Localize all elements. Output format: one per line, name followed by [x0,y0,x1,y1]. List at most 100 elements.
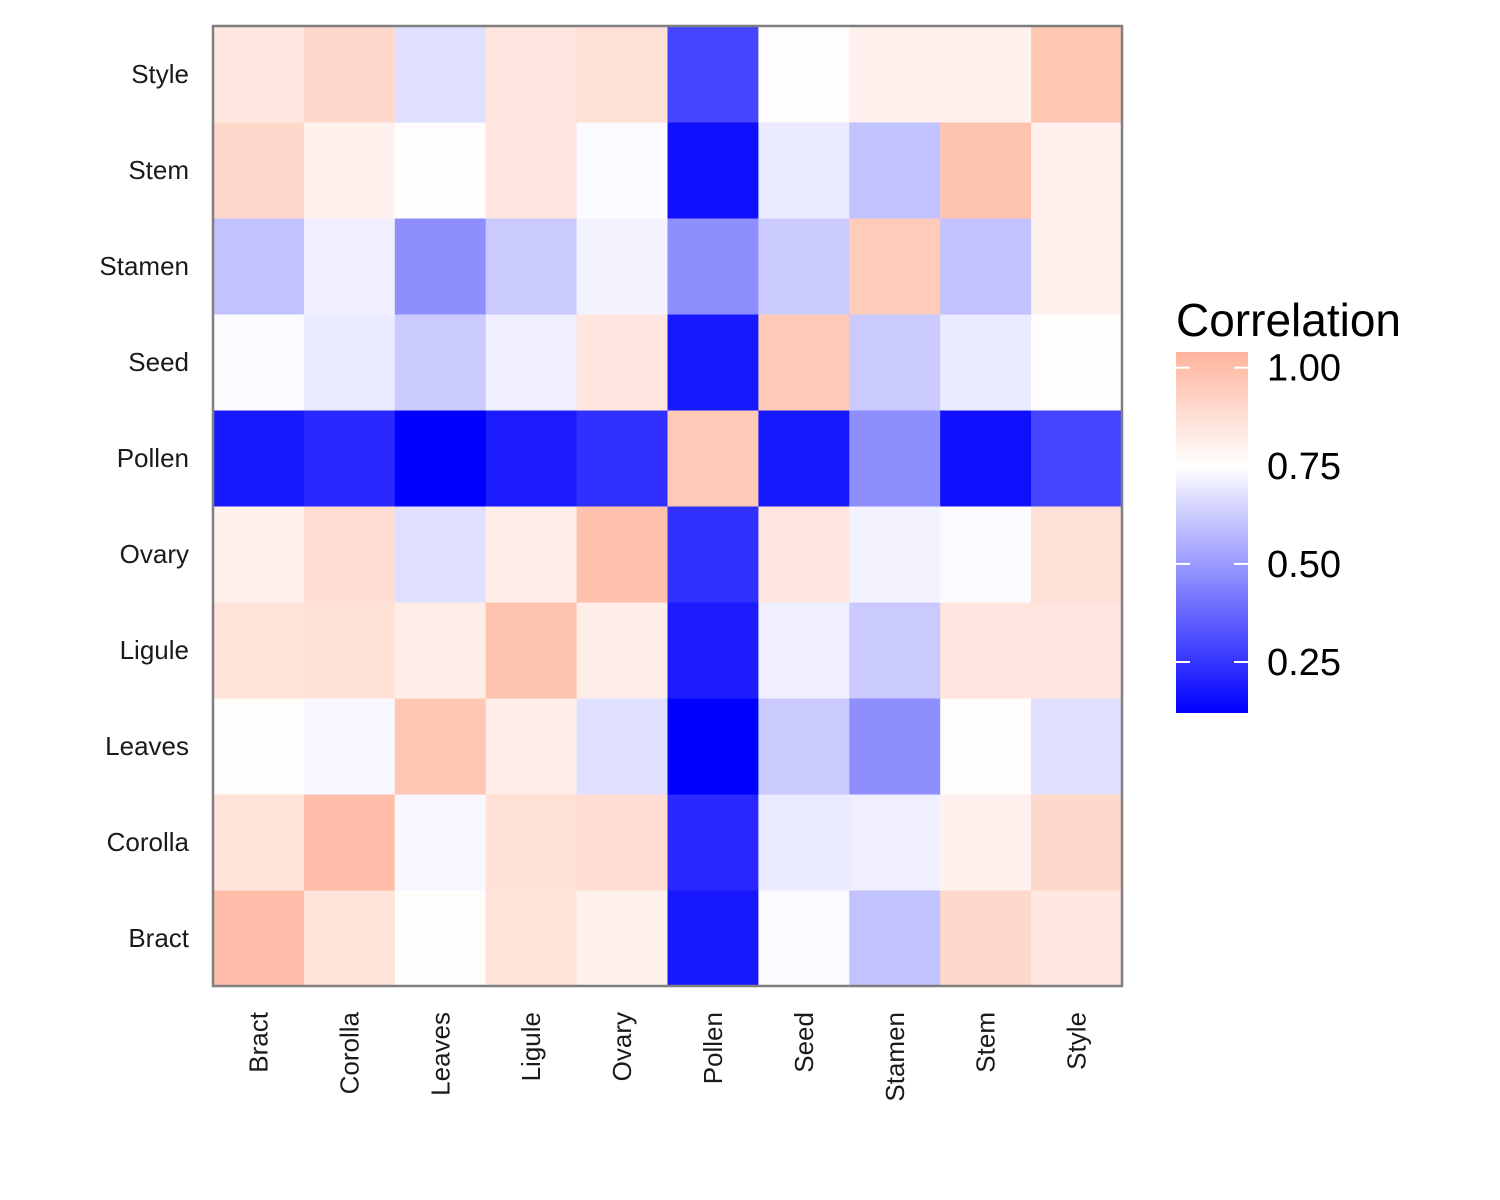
heatmap-cell-style-bract [1031,890,1123,987]
heatmap-cell-ovary-leaves [576,698,668,795]
heatmap-cell-stamen-ovary [849,506,941,603]
heatmap-cell-leaves-style [394,26,487,123]
heatmap-cell-stem-ligule [940,602,1032,699]
y-tick-label-stamen: Stamen [99,251,189,281]
y-tick-label-bract: Bract [128,923,189,953]
heatmap-cell-bract-corolla [213,794,305,891]
heatmap-cell-bract-stamen [213,218,305,315]
heatmap-cell-style-ligule [1031,602,1123,699]
heatmap-cell-seed-stem [758,122,850,219]
y-tick-label-stem: Stem [128,155,189,185]
heatmap-cell-style-stem [1031,122,1123,219]
heatmap-cell-style-corolla [1031,794,1123,891]
y-tick-label-pollen: Pollen [117,443,189,473]
legend-tick-label-0-75: 0.75 [1267,446,1341,488]
heatmap-cell-seed-pollen [758,410,850,507]
heatmap-cell-stamen-stamen [849,218,941,315]
heatmap-cell-corolla-ligule [303,602,396,699]
heatmap-cell-ovary-style [576,26,668,123]
heatmap-cell-style-leaves [1031,698,1123,795]
panel-border [211,24,1124,988]
heatmap-cell-ligule-style [485,26,578,123]
heatmap-cell-stem-seed [940,314,1032,411]
heatmap-cell-seed-bract [758,890,850,987]
heatmap-cell-ovary-corolla [576,794,668,891]
heatmap-cell-seed-seed [758,314,850,411]
heatmap-cell-leaves-leaves [394,698,487,795]
heatmap-cell-stamen-ligule [849,602,941,699]
y-tick-label-seed: Seed [128,347,189,377]
heatmap-cell-corolla-seed [303,314,396,411]
heatmap-cell-stamen-seed [849,314,941,411]
heatmap-cell-style-pollen [1031,410,1123,507]
heatmap-cell-leaves-seed [394,314,487,411]
heatmap-cell-stamen-stem [849,122,941,219]
heatmap-cell-ligule-leaves [485,698,578,795]
y-tick-label-ligule: Ligule [120,635,189,665]
heatmap-cell-ovary-ligule [576,602,668,699]
heatmap-cell-style-style [1031,26,1123,123]
legend-ticks: 1.00 0.75 0.50 0.25 [1176,348,1341,684]
heatmap-cell-bract-bract [213,890,305,987]
heatmap-cell-bract-ligule [213,602,305,699]
heatmap-cell-ovary-stem [576,122,668,219]
heatmap-cell-stamen-style [849,26,941,123]
heatmap-cell-ligule-ligule [485,602,578,699]
x-tick-label-bract: Bract [243,1011,273,1072]
heatmap-cell-ligule-corolla [485,794,578,891]
heatmap-cell-leaves-corolla [394,794,487,891]
heatmap-cell-corolla-ovary [303,506,396,603]
heatmap-cell-style-ovary [1031,506,1123,603]
heatmap-cell-stem-pollen [940,410,1032,507]
heatmap-cell-stamen-leaves [849,698,941,795]
heatmap-cell-ligule-bract [485,890,578,987]
heatmap-cell-ligule-ovary [485,506,578,603]
heatmap-cell-seed-corolla [758,794,850,891]
legend-tick-label-0-5: 0.50 [1267,544,1341,586]
heatmap-cell-stamen-corolla [849,794,941,891]
x-tick-label-leaves: Leaves [425,1012,455,1096]
heatmap-cell-pollen-bract [667,890,759,987]
heatmap-cell-ovary-seed [576,314,668,411]
heatmap-cell-pollen-seed [667,314,759,411]
heatmap-cell-seed-ovary [758,506,850,603]
heatmap-cell-bract-leaves [213,698,305,795]
x-tick-label-stamen: Stamen [880,1012,910,1102]
heatmap-cell-stem-corolla [940,794,1032,891]
x-tick-label-corolla: Corolla [334,1011,364,1094]
heatmap-cell-corolla-bract [303,890,396,987]
x-tick-label-ovary: Ovary [607,1012,637,1081]
heatmap-cell-leaves-stem [394,122,487,219]
heatmap-cell-stamen-bract [849,890,941,987]
heatmap-cell-pollen-ovary [667,506,759,603]
heatmap-cell-leaves-pollen [394,410,487,507]
x-tick-label-stem: Stem [971,1012,1001,1073]
heatmap-cell-corolla-stem [303,122,396,219]
heatmap-cell-corolla-corolla [303,794,396,891]
x-tick-label-seed: Seed [789,1012,819,1073]
heatmap-cell-seed-stamen [758,218,850,315]
heatmap-cell-leaves-ovary [394,506,487,603]
heatmap-cell-corolla-stamen [303,218,396,315]
heatmap-cell-seed-style [758,26,850,123]
heatmap-cell-ligule-seed [485,314,578,411]
heatmap-cell-ovary-bract [576,890,668,987]
heatmap-cell-ovary-pollen [576,410,668,507]
heatmap-cell-leaves-stamen [394,218,487,315]
heatmap-cell-pollen-stem [667,122,759,219]
y-tick-label-leaves: Leaves [105,731,189,761]
heatmap-cell-leaves-ligule [394,602,487,699]
heatmap-cell-bract-pollen [213,410,305,507]
heatmap-cell-style-seed [1031,314,1123,411]
heatmap-cell-ligule-pollen [485,410,578,507]
color-legend: Correlation 1.00 0.75 0.50 0.25 [1176,294,1401,713]
heatmap-cell-stamen-pollen [849,410,941,507]
legend-title: Correlation [1176,294,1401,346]
y-tick-label-style: Style [131,59,189,89]
heatmap-cell-ligule-stem [485,122,578,219]
y-tick-label-corolla: Corolla [107,827,190,857]
legend-tick-label-0-25: 0.25 [1267,642,1341,684]
heatmap-cell-ovary-ovary [576,506,668,603]
heatmap-cell-stem-leaves [940,698,1032,795]
